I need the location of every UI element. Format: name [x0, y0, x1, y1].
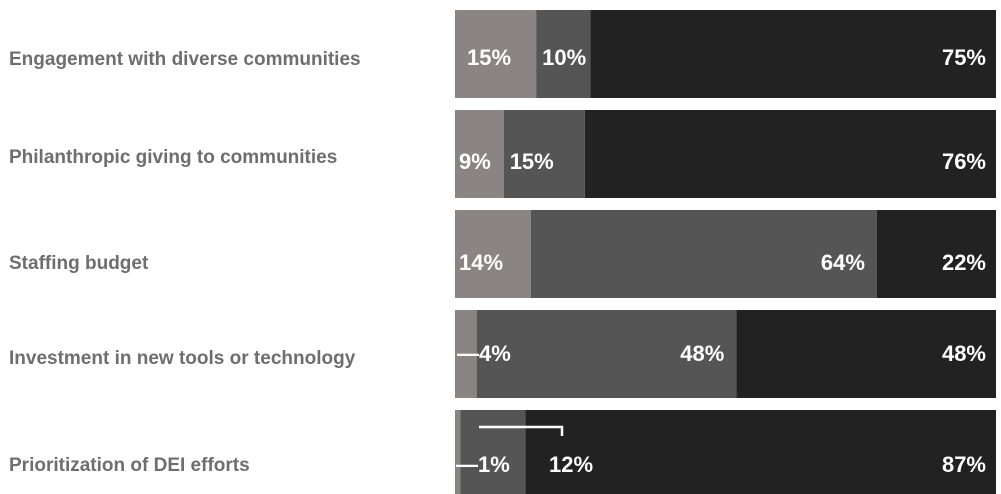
bar-segment-3-2 [530, 210, 877, 298]
data-label-1-1: 15% [467, 45, 511, 70]
data-label-1-2: 10% [542, 45, 586, 70]
bar-segment-4-2 [476, 310, 737, 398]
bar-segment-4-1 [455, 310, 477, 398]
bar-segment-5-3 [525, 410, 996, 494]
bar-segment-1-3 [590, 10, 996, 98]
bars: 15% 10% 75% 9% 15% 76% 14% 64% 22% —4% 48% 48% —1% 12… [455, 10, 996, 494]
bar-segment-1-2 [536, 10, 591, 98]
row-label-investment-in-new-tools-or-technology: Investment in new tools or technology [9, 348, 356, 369]
data-label-3-3: 22% [942, 250, 986, 275]
data-label-4-2: 48% [680, 341, 724, 366]
bar-segment-3-1 [455, 210, 531, 298]
row-label-philanthropic-giving-to-communities: Philanthropic giving to communities [9, 147, 337, 168]
bar-segment-3-3 [876, 210, 996, 298]
data-label-2-3: 76% [942, 149, 986, 174]
bar-segment-5-1 [455, 410, 461, 494]
data-label-2-2: 15% [510, 149, 554, 174]
bar-segment-2-2 [503, 110, 585, 198]
bar-segment-5-2 [460, 410, 526, 494]
data-label-5-1: —1% [456, 452, 510, 477]
bar-segment-2-1 [455, 110, 504, 198]
row-label-engagement-with-diverse-communities: Engagement with diverse communities [9, 49, 361, 70]
data-label-4-3: 48% [942, 341, 986, 366]
data-label-1-3: 75% [942, 45, 986, 70]
bar-segment-2-3 [584, 110, 996, 198]
data-label-5-3: 87% [942, 452, 986, 477]
row-label-staffing-budget: Staffing budget [9, 253, 149, 274]
data-label-3-1: 14% [459, 250, 503, 275]
data-label-3-2: 64% [821, 250, 865, 275]
small-segment-bracket [479, 425, 564, 436]
category-labels: Engagement with diverse communities Phila… [9, 49, 361, 476]
bar-segment-1-1 [455, 10, 537, 98]
row-label-prioritization-of-dei-efforts: Prioritization of DEI efforts [9, 455, 250, 476]
data-label-4-1: —4% [457, 341, 511, 366]
data-label-5-2: 12% [549, 452, 593, 477]
annotations [479, 425, 564, 436]
bar-segment-4-3 [736, 310, 996, 398]
data-label-2-1: 9% [459, 149, 491, 174]
